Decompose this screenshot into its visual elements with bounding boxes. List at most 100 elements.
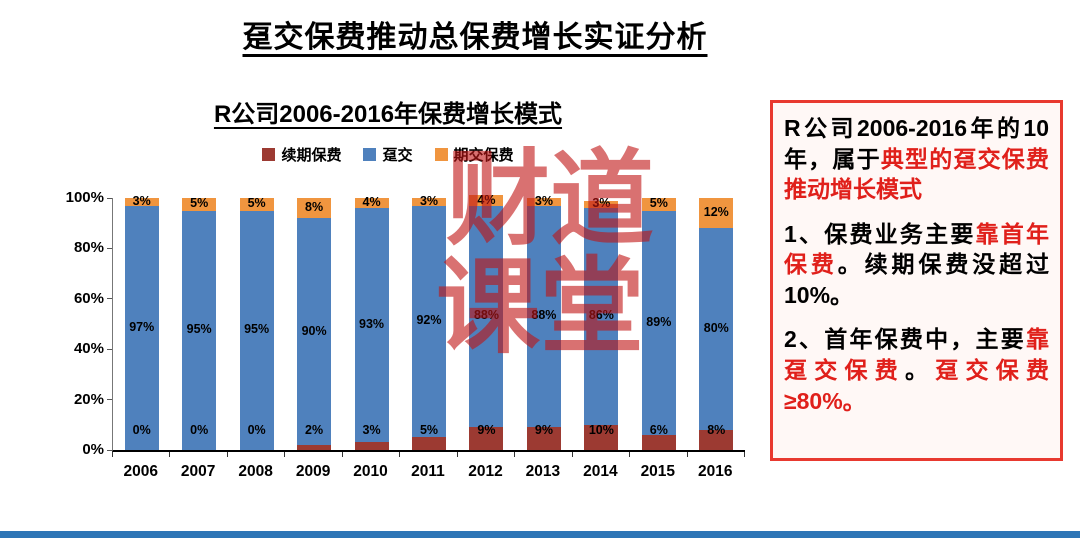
y-axis-tick bbox=[107, 399, 112, 401]
sidebar-text: R公司2006-2016年的10年，属于典型的趸交保费推动增长模式 1、保费业务主… bbox=[784, 113, 1049, 416]
sidebar-text-black: 。续期保费没超过10%。 bbox=[784, 251, 1050, 308]
bar-segment-regular-premium bbox=[239, 198, 274, 211]
y-axis-label: 40% bbox=[73, 340, 104, 358]
sidebar-paragraph-1: R公司2006-2016年的10年，属于典型的趸交保费推动增长模式 bbox=[784, 113, 1049, 205]
bar-value-label: 80% bbox=[703, 321, 729, 336]
x-axis-tick bbox=[169, 452, 171, 457]
bar-segment-regular-premium bbox=[124, 198, 159, 206]
bar-value-label: 3% bbox=[419, 193, 439, 208]
bar-segment-single-premium bbox=[641, 210, 676, 435]
bar-segment-single-premium bbox=[469, 205, 504, 428]
bar-segment-regular-premium bbox=[469, 195, 504, 206]
x-axis-label: 2006 bbox=[123, 463, 158, 480]
bar-segment-renewal-premium bbox=[469, 427, 504, 450]
bar-segment-renewal-premium bbox=[526, 427, 561, 450]
bar-value-label: 10% bbox=[588, 423, 614, 437]
bar-value-label: 9% bbox=[534, 423, 553, 437]
bar-value-label: 8% bbox=[305, 200, 324, 215]
bar-value-label: 88% bbox=[531, 308, 557, 323]
x-axis-tick bbox=[686, 452, 688, 457]
sidebar-text-black: 2、首年保费中，主要 bbox=[784, 326, 1026, 353]
bar-value-label: 5% bbox=[247, 196, 266, 211]
bar-value-label: 0% bbox=[132, 423, 151, 437]
x-axis-label: 2014 bbox=[583, 463, 618, 480]
bar-value-label: 92% bbox=[416, 313, 442, 328]
bar-segment-renewal-premium bbox=[699, 429, 734, 450]
bar-segment-single-premium bbox=[699, 228, 734, 430]
legend-label: 趸交 bbox=[382, 147, 413, 164]
bar-2013: 9% 88% 3% bbox=[526, 194, 561, 450]
bar-segment-regular-premium bbox=[182, 198, 217, 211]
bar-value-label: 3% bbox=[362, 423, 381, 437]
x-axis-label: 2007 bbox=[180, 463, 216, 480]
bar-segment-regular-premium bbox=[354, 198, 389, 209]
bar-segment-regular-premium bbox=[699, 198, 734, 229]
sidebar-text-black: 1、保费业务主要 bbox=[784, 220, 976, 247]
bar-segment-single-premium bbox=[354, 208, 389, 443]
x-axis-tick bbox=[226, 452, 228, 457]
legend-label: 续期保费 bbox=[281, 147, 342, 164]
y-axis-label: 80% bbox=[73, 239, 104, 257]
bar-value-label: 89% bbox=[646, 314, 672, 329]
x-axis-label: 2008 bbox=[238, 463, 273, 480]
x-axis-label: 2016 bbox=[698, 463, 733, 480]
x-axis-label: 2010 bbox=[353, 463, 388, 480]
x-axis-tick bbox=[514, 452, 516, 457]
bar-value-label: 90% bbox=[301, 323, 327, 338]
bar-value-label: 88% bbox=[473, 308, 499, 323]
sidebar-text-red: 靠首年保费 bbox=[784, 220, 1050, 278]
x-axis-tick bbox=[744, 452, 745, 457]
bar-value-label: 5% bbox=[649, 196, 668, 211]
bar-value-label: 3% bbox=[534, 193, 553, 208]
x-axis-label: 2009 bbox=[295, 463, 331, 480]
bar-2006: 0% 97% 3% bbox=[124, 194, 159, 450]
bar-segment-single-premium bbox=[182, 210, 217, 450]
chart-area: R公司2006-2016年保费增长模式 续期保费 趸交 期交保费 0% 97% 3% 0%… bbox=[30, 86, 746, 516]
sidebar-text-red: 靠趸交保费 bbox=[784, 326, 1049, 384]
x-axis-tick bbox=[629, 452, 631, 457]
sidebar-note: R公司2006-2016年的10年，属于典型的趸交保费推动增长模式 1、保费业务主… bbox=[770, 100, 1063, 461]
page-title-text: 趸交保费推动总保费增长实证分析 bbox=[242, 21, 708, 54]
bar-2010: 3% 93% 4% bbox=[354, 195, 389, 450]
bar-value-label: 12% bbox=[703, 205, 729, 220]
bar-value-label: 5% bbox=[190, 196, 209, 211]
bar-segment-renewal-premium bbox=[412, 437, 446, 450]
bar-segment-regular-premium bbox=[412, 198, 446, 206]
legend-swatch-icon bbox=[434, 148, 448, 161]
bar-value-label: 3% bbox=[132, 193, 151, 208]
x-axis-tick bbox=[399, 452, 401, 457]
bar-value-label: 6% bbox=[649, 423, 668, 437]
bar-value-label: 97% bbox=[129, 319, 155, 334]
x-axis-label: 2012 bbox=[468, 463, 503, 480]
chart-title: R公司2006-2016年保费增长模式 bbox=[30, 94, 746, 129]
sidebar-paragraph-2: 1、保费业务主要靠首年保费。续期保费没超过10%。 bbox=[784, 219, 1049, 311]
x-axis-tick bbox=[112, 452, 113, 457]
bar-2007: 0% 95% 5% bbox=[182, 196, 217, 450]
bar-value-label: 3% bbox=[592, 196, 611, 211]
bar-segment-renewal-premium bbox=[641, 434, 676, 450]
legend-item-regular-premium: 期交保费 bbox=[434, 144, 514, 165]
bar-2016: 8% 80% 12% bbox=[699, 198, 734, 450]
x-axis-label: 2013 bbox=[525, 463, 561, 480]
bar-value-label: 86% bbox=[588, 308, 614, 323]
bar-2014: 10% 86% 3% bbox=[584, 196, 619, 450]
bar-segment-regular-premium bbox=[526, 198, 561, 206]
sidebar-paragraph-3: 2、首年保费中，主要靠趸交保费。趸交保费≥80%。 bbox=[784, 324, 1049, 416]
x-axis-tick bbox=[284, 452, 286, 457]
legend-swatch-icon bbox=[363, 148, 377, 161]
bar-segment-renewal-premium bbox=[584, 424, 619, 450]
sidebar-text-black: 。 bbox=[905, 357, 936, 384]
legend-item-single-premium: 趸交 bbox=[363, 144, 413, 165]
bar-segment-renewal-premium bbox=[354, 442, 389, 450]
bar-segment-single-premium bbox=[239, 210, 274, 450]
y-axis-label: 100% bbox=[65, 189, 104, 206]
chart-legend: 续期保费 趸交 期交保费 bbox=[30, 144, 746, 165]
bar-segment-regular-premium bbox=[584, 200, 619, 209]
bar-value-label: 4% bbox=[477, 192, 496, 207]
bar-2008: 0% 95% 5% bbox=[239, 196, 274, 450]
x-axis-tick bbox=[456, 452, 458, 457]
chart-title-text: R公司2006-2016年保费增长模式 bbox=[213, 101, 563, 128]
bar-segment-single-premium bbox=[297, 218, 332, 445]
y-axis-tick bbox=[107, 348, 112, 350]
bar-value-label: 9% bbox=[477, 423, 496, 437]
